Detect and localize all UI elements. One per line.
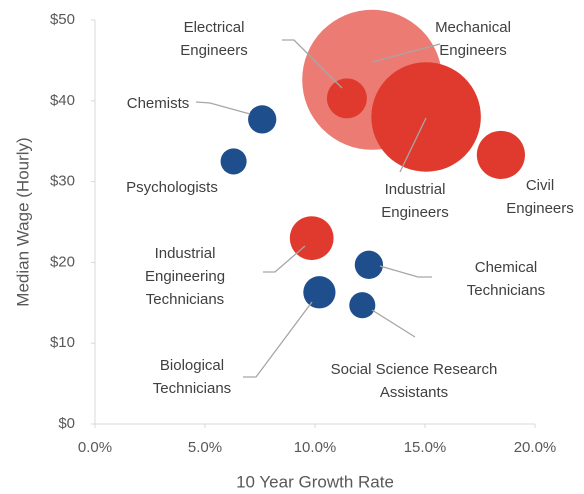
point-label: Mechanical — [435, 19, 511, 36]
y-tick-label: $20 — [50, 253, 75, 270]
bubble — [326, 78, 367, 119]
point-label: Technicians — [153, 380, 231, 397]
y-tick-label: $10 — [50, 334, 75, 351]
y-tick-label: $0 — [58, 415, 75, 432]
y-tick-label: $40 — [50, 92, 75, 109]
y-tick-label: $50 — [50, 11, 75, 28]
bubble — [303, 276, 336, 309]
point-label: Industrial — [385, 181, 446, 198]
leader-line — [371, 309, 416, 338]
bubble — [220, 148, 247, 175]
point-label: Industrial — [155, 245, 216, 262]
point-label: Chemical — [475, 259, 538, 276]
leader-line — [263, 245, 306, 273]
point-label: Civil — [526, 177, 554, 194]
leader-line — [379, 265, 432, 278]
leader-line — [243, 301, 313, 378]
bubble — [354, 250, 384, 279]
point-label: Technicians — [467, 282, 545, 299]
y-tick-label: $30 — [50, 173, 75, 190]
point-label: Engineers — [506, 200, 574, 217]
x-tick-label: 15.0% — [404, 439, 447, 456]
point-label: Engineering — [145, 268, 225, 285]
leader-line — [371, 43, 441, 63]
x-tick-label: 20.0% — [514, 439, 557, 456]
x-tick-label: 0.0% — [78, 439, 112, 456]
point-label: Engineers — [439, 42, 507, 59]
point-label: Social Science Research — [331, 361, 498, 378]
point-label: Biological — [160, 357, 224, 374]
y-axis-title: Median Wage (Hourly) — [13, 137, 32, 306]
point-label: Psychologists — [126, 179, 218, 196]
point-label: Engineers — [381, 204, 449, 221]
point-label: Engineers — [180, 42, 248, 59]
point-label: Technicians — [146, 291, 224, 308]
x-axis-title: 10 Year Growth Rate — [236, 472, 394, 491]
bubble — [349, 292, 376, 319]
leader-line — [195, 101, 251, 115]
point-label: Assistants — [380, 384, 448, 401]
bubble — [248, 105, 277, 134]
point-label: Electrical — [184, 19, 245, 36]
bubble — [371, 62, 481, 172]
leader-line — [282, 39, 343, 89]
bubble — [476, 130, 525, 180]
point-label: Chemists — [127, 95, 190, 112]
x-tick-label: 10.0% — [294, 439, 337, 456]
x-tick-label: 5.0% — [188, 439, 222, 456]
leader-line — [399, 117, 427, 173]
